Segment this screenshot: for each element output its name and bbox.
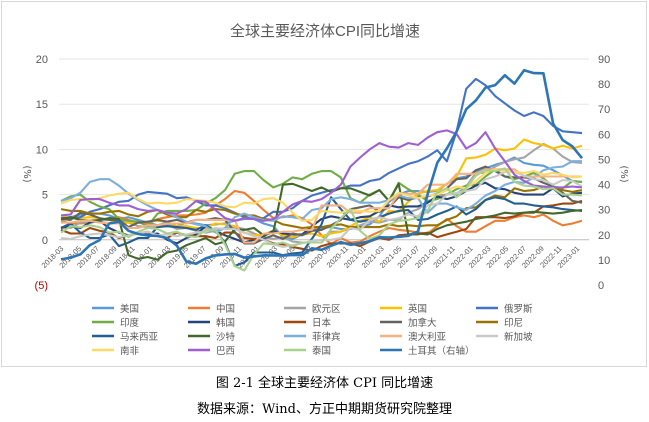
y-right-tick-label: 10	[598, 255, 610, 267]
legend-entry: 韩国	[216, 317, 235, 329]
legend-entry: 欧元区	[312, 303, 341, 315]
figure-caption: 图 2-1 全球主要经济体 CPI 同比增速	[215, 376, 434, 391]
series-line-14	[60, 170, 583, 249]
legend-entry: 巴西	[216, 346, 235, 357]
y-left-label: (%)	[21, 165, 32, 182]
y-left-tick-label: 20	[36, 54, 48, 66]
legend-entry: 英国	[408, 303, 427, 315]
y-left-tick-label: (5)	[35, 280, 48, 292]
y-right-tick-label: 0	[598, 280, 604, 292]
legend-entry: 中国	[216, 303, 235, 315]
series-line-4	[61, 77, 583, 221]
y-left-tick-label: 10	[36, 144, 48, 156]
legend-entry: 新加坡	[504, 331, 533, 343]
source-note: 数据来源：Wind、方正中期期货研究院整理	[197, 402, 452, 417]
y-left-tick-label: 5	[42, 190, 48, 202]
y-right-label: (%)	[618, 165, 629, 182]
legend-entry: 土耳其（右轴）	[408, 345, 475, 357]
chart-frame	[1, 1, 647, 367]
series-line-17	[60, 167, 583, 272]
y-right-tick-label: 50	[598, 154, 610, 166]
legend-entry: 马来西亚	[120, 332, 159, 343]
series-line-18	[60, 69, 584, 266]
series-line-10	[60, 196, 583, 268]
legend-entry: 沙特	[216, 331, 236, 343]
chart-title: 全球主要经济体CPI同比增速	[230, 22, 420, 40]
y-right-tick-label: 20	[598, 230, 610, 242]
y-left-tick-label: 15	[36, 99, 48, 111]
y-right-tick-label: 80	[598, 79, 610, 91]
y-left-tick-label: 0	[42, 235, 48, 247]
legend-entry: 菲律宾	[312, 331, 341, 343]
chart: 全球主要经济体CPI同比增速 (%) (%) 20151050(5)908070…	[21, 22, 629, 357]
legend-entry: 南非	[120, 345, 140, 357]
legend-entry: 泰国	[312, 345, 331, 357]
y-right-tick-label: 90	[598, 54, 610, 66]
y-right-tick-label: 30	[598, 205, 610, 217]
legend-entry: 美国	[120, 303, 139, 315]
series-line-11	[60, 182, 583, 261]
legend-entry: 俄罗斯	[504, 303, 533, 315]
y-right-tick-label: 70	[598, 104, 610, 116]
y-right-tick-label: 60	[598, 129, 610, 141]
legend-entry: 加拿大	[408, 317, 437, 329]
legend-entry: 印尼	[504, 317, 523, 329]
y-right-tick-label: 40	[598, 180, 610, 192]
legend-entry: 澳大利亚	[408, 331, 447, 343]
legend-entry: 日本	[312, 317, 332, 329]
legend-entry: 印度	[120, 317, 140, 329]
series-line-15	[60, 168, 583, 222]
series-line-16	[60, 129, 583, 222]
